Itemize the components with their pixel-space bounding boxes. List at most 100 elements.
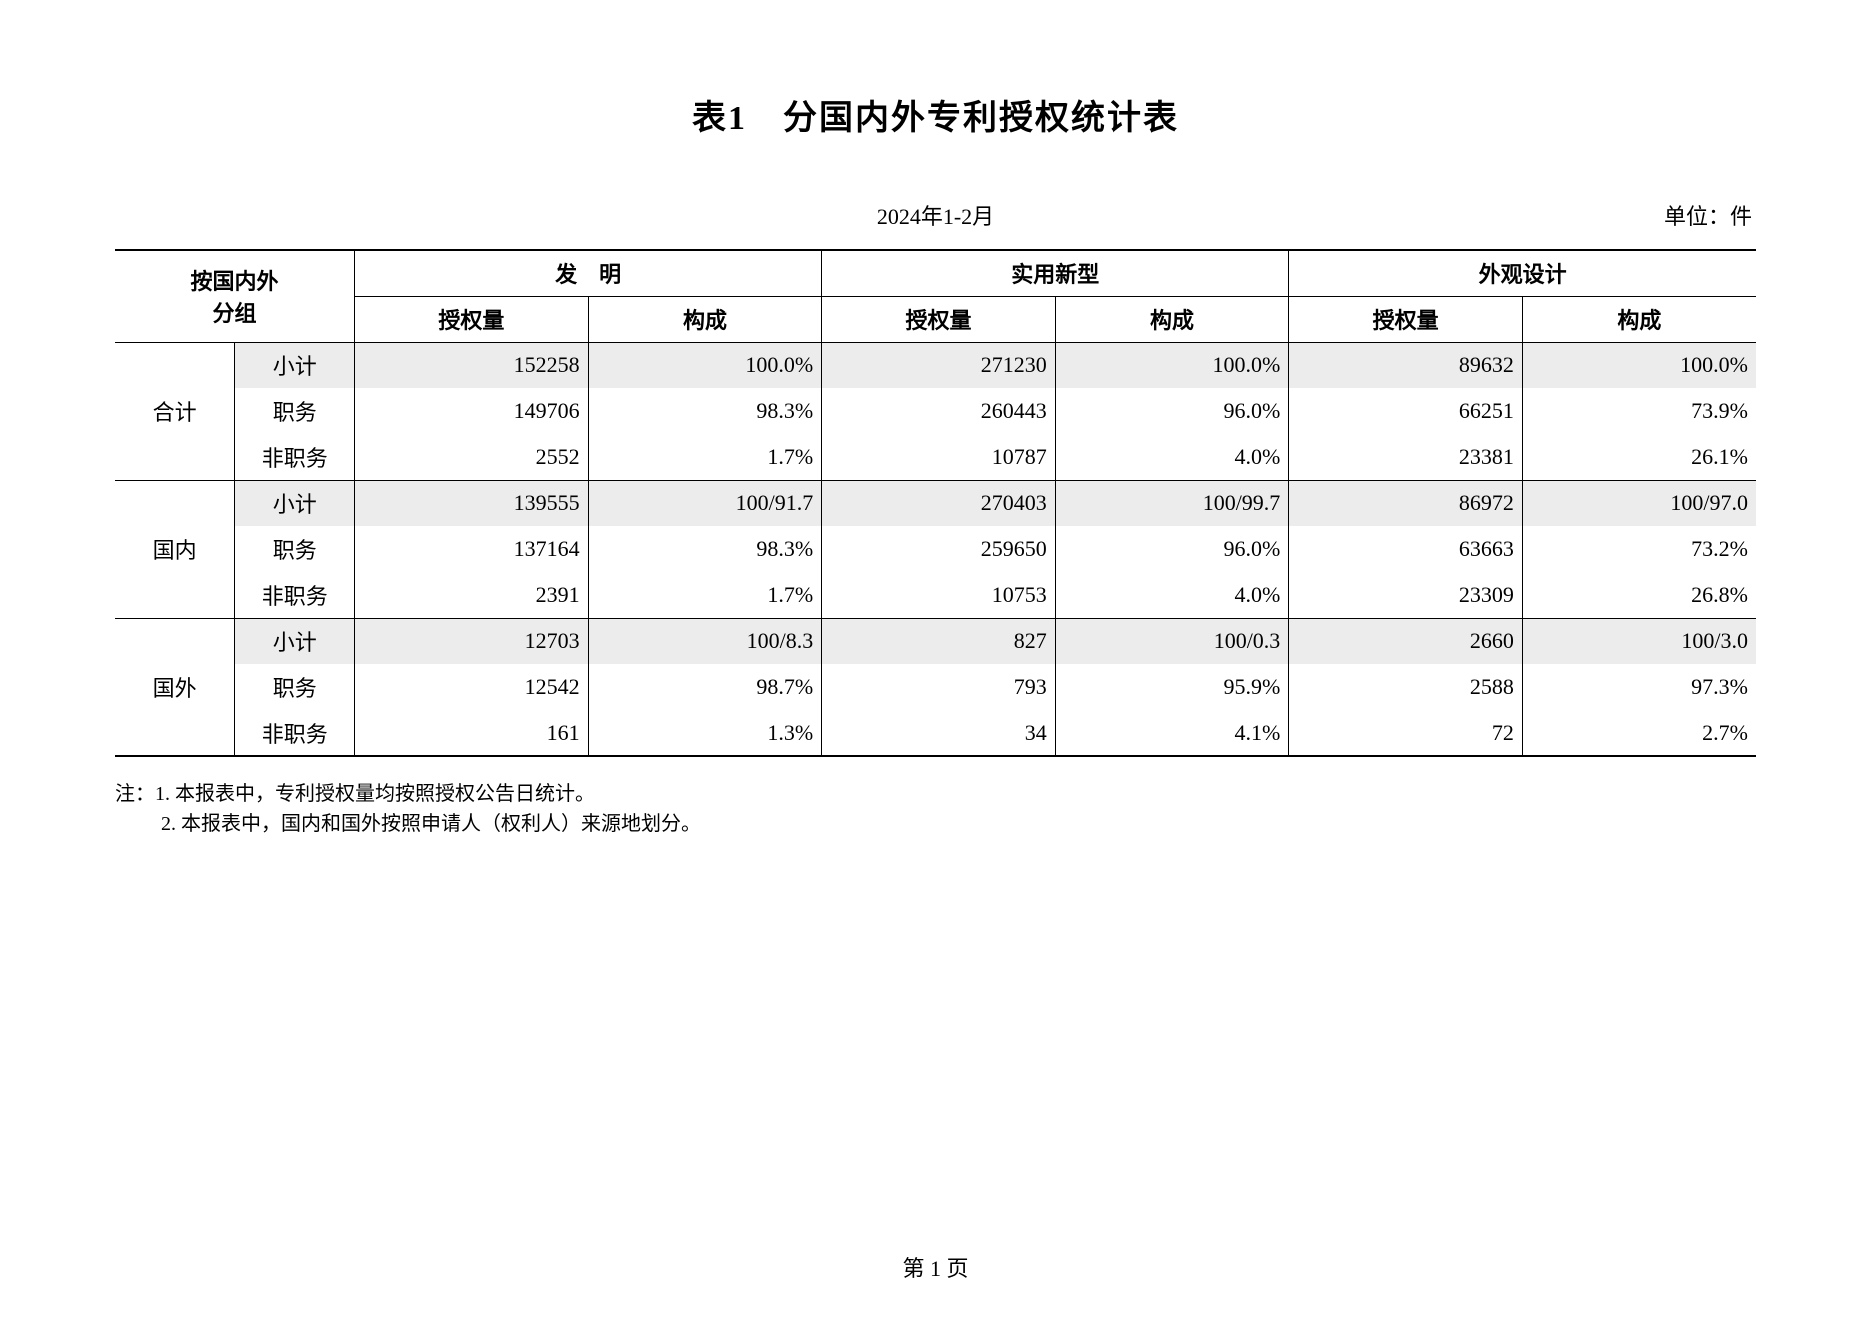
- table-row: 非职务25521.7%107874.0%2338126.1%: [115, 434, 1756, 480]
- data-cell: 89632: [1289, 342, 1523, 388]
- header-col-design: 外观设计: [1289, 250, 1756, 296]
- patent-stats-table: 按国内外 分组 发 明 实用新型 外观设计 授权量 构成 授权量 构成 授权量 …: [115, 249, 1756, 757]
- data-cell: 271230: [822, 342, 1056, 388]
- data-cell: 793: [822, 664, 1056, 710]
- header-sub: 构成: [1522, 296, 1756, 342]
- data-cell: 26.8%: [1522, 572, 1756, 618]
- data-cell: 72: [1289, 710, 1523, 756]
- data-cell: 86972: [1289, 480, 1523, 526]
- row-label-cell: 非职务: [235, 572, 355, 618]
- table-header: 按国内外 分组 发 明 实用新型 外观设计 授权量 构成 授权量 构成 授权量 …: [115, 250, 1756, 342]
- table-row: 国外小计12703100/8.3827100/0.32660100/3.0: [115, 618, 1756, 664]
- footnote-line: 注：1. 本报表中，专利授权量均按照授权公告日统计。: [115, 779, 1756, 809]
- data-cell: 1.3%: [588, 710, 822, 756]
- footnotes: 注：1. 本报表中，专利授权量均按照授权公告日统计。 2. 本报表中，国内和国外…: [115, 779, 1756, 839]
- table-row: 非职务1611.3%344.1%722.7%: [115, 710, 1756, 756]
- header-group-line1: 按国内外: [115, 264, 354, 296]
- data-cell: 2391: [355, 572, 589, 618]
- data-cell: 73.2%: [1522, 526, 1756, 572]
- data-cell: 96.0%: [1055, 526, 1289, 572]
- header-group-label: 按国内外 分组: [115, 250, 355, 342]
- table-row: 职务13716498.3%25965096.0%6366373.2%: [115, 526, 1756, 572]
- row-label-cell: 小计: [235, 618, 355, 664]
- header-sub: 授权量: [822, 296, 1056, 342]
- header-col-utility: 实用新型: [822, 250, 1289, 296]
- document-page: 表1 分国内外专利授权统计表 2024年1-2月 单位：件 按国内外 分组 发 …: [0, 0, 1871, 1323]
- header-col-invention: 发 明: [355, 250, 822, 296]
- data-cell: 100/8.3: [588, 618, 822, 664]
- data-cell: 4.0%: [1055, 572, 1289, 618]
- row-label-cell: 小计: [235, 342, 355, 388]
- row-label-cell: 职务: [235, 388, 355, 434]
- data-cell: 97.3%: [1522, 664, 1756, 710]
- data-cell: 73.9%: [1522, 388, 1756, 434]
- period-label: 2024年1-2月: [663, 199, 1207, 231]
- row-label-cell: 非职务: [235, 434, 355, 480]
- table-body: 合计小计152258100.0%271230100.0%89632100.0%职…: [115, 342, 1756, 756]
- group-name-cell: 国内: [115, 480, 235, 618]
- meta-row: 2024年1-2月 单位：件: [115, 199, 1756, 231]
- data-cell: 12703: [355, 618, 589, 664]
- meta-left: [119, 199, 663, 231]
- header-sub: 构成: [1055, 296, 1289, 342]
- page-number: 第 1 页: [0, 1251, 1871, 1283]
- footnote-line: 2. 本报表中，国内和国外按照申请人（权利人）来源地划分。: [115, 809, 1756, 839]
- data-cell: 66251: [1289, 388, 1523, 434]
- data-cell: 270403: [822, 480, 1056, 526]
- data-cell: 95.9%: [1055, 664, 1289, 710]
- data-cell: 100/99.7: [1055, 480, 1289, 526]
- data-cell: 100/97.0: [1522, 480, 1756, 526]
- data-cell: 259650: [822, 526, 1056, 572]
- table-row: 职务1254298.7%79395.9%258897.3%: [115, 664, 1756, 710]
- group-name-cell: 合计: [115, 342, 235, 480]
- data-cell: 23309: [1289, 572, 1523, 618]
- group-name-cell: 国外: [115, 618, 235, 756]
- data-cell: 100.0%: [1055, 342, 1289, 388]
- header-group-line2: 分组: [115, 296, 354, 328]
- header-sub: 构成: [588, 296, 822, 342]
- row-label-cell: 职务: [235, 664, 355, 710]
- table-row: 职务14970698.3%26044396.0%6625173.9%: [115, 388, 1756, 434]
- data-cell: 34: [822, 710, 1056, 756]
- table-row: 国内小计139555100/91.7270403100/99.786972100…: [115, 480, 1756, 526]
- data-cell: 98.3%: [588, 388, 822, 434]
- data-cell: 139555: [355, 480, 589, 526]
- unit-label: 单位：件: [1208, 199, 1752, 231]
- data-cell: 4.0%: [1055, 434, 1289, 480]
- data-cell: 23381: [1289, 434, 1523, 480]
- data-cell: 161: [355, 710, 589, 756]
- data-cell: 96.0%: [1055, 388, 1289, 434]
- data-cell: 260443: [822, 388, 1056, 434]
- data-cell: 1.7%: [588, 572, 822, 618]
- row-label-cell: 职务: [235, 526, 355, 572]
- data-cell: 100.0%: [588, 342, 822, 388]
- data-cell: 10787: [822, 434, 1056, 480]
- data-cell: 2660: [1289, 618, 1523, 664]
- table-row: 合计小计152258100.0%271230100.0%89632100.0%: [115, 342, 1756, 388]
- data-cell: 100.0%: [1522, 342, 1756, 388]
- data-cell: 98.3%: [588, 526, 822, 572]
- data-cell: 12542: [355, 664, 589, 710]
- data-cell: 1.7%: [588, 434, 822, 480]
- data-cell: 2588: [1289, 664, 1523, 710]
- header-sub: 授权量: [1289, 296, 1523, 342]
- data-cell: 149706: [355, 388, 589, 434]
- data-cell: 2552: [355, 434, 589, 480]
- data-cell: 152258: [355, 342, 589, 388]
- row-label-cell: 小计: [235, 480, 355, 526]
- data-cell: 10753: [822, 572, 1056, 618]
- data-cell: 63663: [1289, 526, 1523, 572]
- data-cell: 2.7%: [1522, 710, 1756, 756]
- data-cell: 26.1%: [1522, 434, 1756, 480]
- table-row: 非职务23911.7%107534.0%2330926.8%: [115, 572, 1756, 618]
- table-title: 表1 分国内外专利授权统计表: [115, 90, 1756, 139]
- data-cell: 4.1%: [1055, 710, 1289, 756]
- data-cell: 100/91.7: [588, 480, 822, 526]
- data-cell: 98.7%: [588, 664, 822, 710]
- data-cell: 827: [822, 618, 1056, 664]
- data-cell: 137164: [355, 526, 589, 572]
- data-cell: 100/0.3: [1055, 618, 1289, 664]
- header-sub: 授权量: [355, 296, 589, 342]
- data-cell: 100/3.0: [1522, 618, 1756, 664]
- row-label-cell: 非职务: [235, 710, 355, 756]
